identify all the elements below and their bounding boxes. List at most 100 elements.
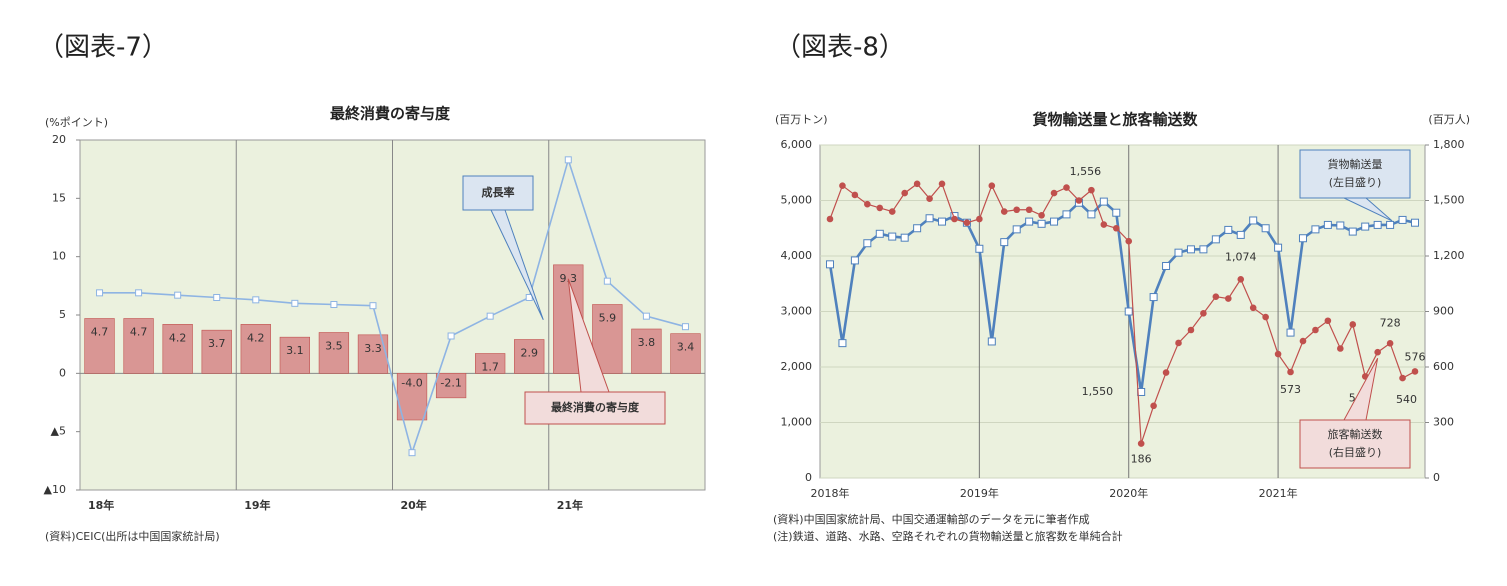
- marker: [876, 204, 884, 212]
- marker: [447, 332, 455, 340]
- marker: [1013, 206, 1021, 214]
- value-label: 186: [1131, 453, 1152, 466]
- y-tick-label: ▲5: [51, 425, 66, 438]
- marker: [1050, 189, 1058, 197]
- marker: [1249, 304, 1257, 312]
- marker: [1323, 220, 1332, 229]
- callout-pointer: [1343, 197, 1393, 222]
- x-tick-label: 2019年: [960, 486, 999, 500]
- source-note: (注)鉄道、道路、水路、空路それぞれの貨物輸送量と旅客数を単純合計: [773, 529, 1123, 543]
- y-tick-label: 0: [805, 471, 812, 484]
- marker: [1000, 238, 1009, 247]
- legend-label: 貨物輸送量: [1328, 157, 1383, 171]
- bar: [396, 373, 428, 421]
- marker: [900, 233, 909, 242]
- y2-tick-label: 1,500: [1433, 194, 1465, 207]
- marker: [951, 215, 958, 223]
- y2-unit: (百万人): [1428, 113, 1470, 126]
- marker: [1099, 197, 1108, 206]
- marker: [1088, 186, 1095, 194]
- bar: [240, 324, 271, 374]
- marker: [1399, 374, 1406, 382]
- marker: [291, 299, 299, 307]
- marker: [1212, 293, 1220, 301]
- callout-box: [1299, 419, 1411, 469]
- marker: [213, 294, 221, 301]
- marker: [1025, 206, 1033, 214]
- marker: [1224, 295, 1232, 302]
- value-label: 5.9: [599, 312, 617, 325]
- y-tick-label: 20: [52, 133, 66, 146]
- marker: [1311, 225, 1320, 234]
- marker: [1298, 234, 1307, 243]
- value-label: 3.8: [638, 336, 656, 349]
- marker: [1386, 340, 1394, 347]
- marker: [901, 189, 908, 197]
- marker: [1037, 219, 1046, 228]
- marker: [1373, 220, 1382, 229]
- marker: [913, 224, 922, 233]
- marker: [1150, 402, 1157, 410]
- legend-label: 最終消費の寄与度: [551, 400, 640, 414]
- marker: [1262, 313, 1269, 321]
- y-tick-label: 4,000: [781, 249, 813, 262]
- marker: [1149, 293, 1158, 302]
- value-label: 540: [1396, 393, 1417, 406]
- marker: [975, 244, 984, 253]
- marker: [963, 219, 971, 226]
- marker: [1211, 235, 1220, 244]
- marker: [888, 208, 896, 215]
- marker: [1187, 326, 1195, 334]
- bar: [279, 336, 310, 374]
- marker: [1000, 208, 1008, 215]
- marker: [1237, 276, 1245, 283]
- y-tick-label: 2,000: [781, 360, 813, 373]
- marker: [174, 291, 182, 299]
- value-label: 4.7: [130, 326, 148, 339]
- chart-title: 最終消費の寄与度: [330, 105, 451, 123]
- marker: [408, 449, 416, 457]
- bar: [631, 328, 662, 374]
- marker: [1337, 345, 1344, 352]
- marker: [1374, 348, 1381, 356]
- marker: [1236, 230, 1245, 239]
- marker: [1274, 350, 1282, 358]
- y-tick-label: 3,000: [781, 305, 813, 318]
- bar: [123, 318, 154, 374]
- marker: [1249, 216, 1258, 225]
- marker: [1361, 222, 1370, 231]
- y-tick-label: ▲10: [44, 483, 66, 496]
- value-label: 573: [1280, 383, 1301, 396]
- line: [99, 157, 686, 456]
- x-tick-label: 20年: [401, 498, 427, 512]
- marker: [976, 215, 983, 223]
- marker: [135, 289, 143, 297]
- value-label: -2.1: [440, 376, 461, 389]
- y-tick-label: 1,000: [781, 416, 813, 429]
- bar: [670, 333, 701, 374]
- value-label: 3.3: [364, 342, 382, 355]
- marker: [1050, 217, 1059, 226]
- marker: [839, 182, 846, 189]
- bar: [435, 373, 467, 399]
- marker: [1112, 224, 1120, 232]
- value-label: 576: [1405, 350, 1426, 363]
- bar: [318, 332, 350, 374]
- marker: [925, 214, 934, 223]
- value-label: 3.4: [677, 341, 695, 354]
- marker: [875, 229, 884, 238]
- x-tick-label: 21年: [557, 498, 583, 512]
- value-label: 4.7: [91, 326, 109, 339]
- marker: [1274, 243, 1283, 252]
- value-label: 728: [1380, 316, 1401, 329]
- marker: [1324, 317, 1332, 325]
- source-note: (資料)CEIC(出所は中国国家統計局): [45, 529, 220, 543]
- callout-box: [524, 391, 666, 425]
- callout-pointer: [490, 209, 544, 321]
- x-tick-label: 2018年: [811, 486, 850, 500]
- marker: [863, 239, 872, 248]
- marker: [1386, 220, 1395, 229]
- value-label: 9.3: [560, 272, 578, 285]
- y2-tick-label: 1,200: [1433, 249, 1465, 262]
- y-tick-label: 10: [52, 250, 66, 263]
